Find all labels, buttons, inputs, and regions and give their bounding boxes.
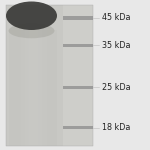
Bar	[30, 4, 32, 146]
Bar	[22, 4, 24, 146]
Bar	[21, 4, 22, 146]
Text: 45 kDa: 45 kDa	[102, 14, 130, 22]
Bar	[15, 4, 17, 146]
Bar	[7, 4, 9, 146]
Bar	[41, 4, 42, 146]
Bar	[36, 4, 37, 146]
Text: 35 kDa: 35 kDa	[102, 40, 130, 50]
Bar	[17, 4, 18, 146]
Bar	[42, 4, 44, 146]
Bar	[51, 4, 52, 146]
Bar	[26, 4, 28, 146]
Bar	[57, 4, 59, 146]
Bar	[93, 0, 150, 150]
Bar	[37, 4, 38, 146]
Bar	[48, 4, 49, 146]
Bar	[63, 126, 93, 129]
Bar	[29, 4, 30, 146]
Bar	[6, 4, 93, 146]
Bar	[56, 4, 57, 146]
Bar	[63, 4, 93, 146]
Bar	[18, 4, 20, 146]
Bar	[63, 44, 93, 46]
Bar	[9, 30, 57, 146]
Bar	[59, 4, 60, 146]
Bar	[38, 4, 40, 146]
Text: 25 kDa: 25 kDa	[102, 82, 131, 91]
Bar	[11, 4, 13, 146]
Bar	[6, 4, 93, 146]
Bar	[53, 4, 55, 146]
Bar	[25, 4, 26, 146]
Bar	[32, 4, 33, 146]
Ellipse shape	[9, 23, 54, 38]
Bar	[13, 4, 14, 146]
Bar	[49, 4, 51, 146]
Bar	[52, 4, 53, 146]
Bar	[45, 4, 46, 146]
Bar	[33, 4, 34, 146]
Bar	[55, 4, 56, 146]
Bar	[14, 4, 15, 146]
Bar	[40, 4, 41, 146]
Bar	[46, 4, 48, 146]
Bar	[10, 4, 11, 146]
Bar	[20, 4, 21, 146]
Bar	[63, 85, 93, 88]
Text: 18 kDa: 18 kDa	[102, 123, 130, 132]
Bar	[24, 4, 25, 146]
Bar	[44, 4, 45, 146]
Bar	[6, 4, 7, 146]
Bar	[63, 16, 93, 20]
Ellipse shape	[6, 2, 57, 30]
Bar	[9, 4, 10, 146]
Bar	[28, 4, 29, 146]
Bar	[34, 4, 36, 146]
